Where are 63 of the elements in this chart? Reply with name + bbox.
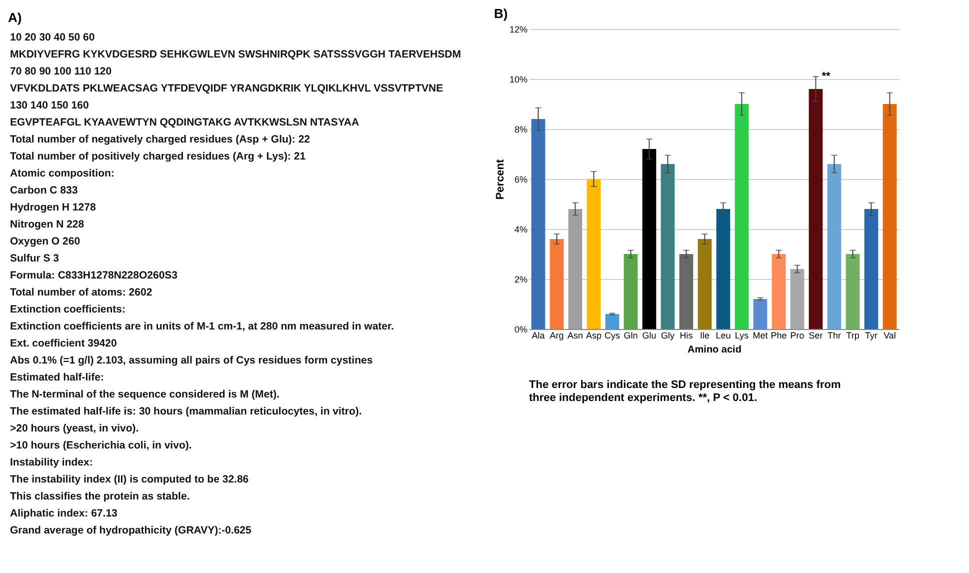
text: Abs 0.1% (=1 g/l) 2.103, assuming all pairs of Cys residues form cystines bbox=[10, 354, 373, 366]
chart-title: B) bbox=[494, 6, 508, 21]
text: >20 hours (yeast, in vivo). bbox=[10, 422, 139, 434]
x-tick-label: Gln bbox=[624, 330, 638, 340]
y-tick-label: 6% bbox=[514, 174, 528, 184]
y-tick-label: 10% bbox=[509, 74, 528, 84]
text: Sulfur S 3 bbox=[10, 252, 60, 264]
text: Carbon C 833 bbox=[10, 184, 78, 196]
y-tick-label: 0% bbox=[514, 324, 528, 334]
x-tick-label: Pro bbox=[790, 330, 804, 340]
x-tick-label: His bbox=[680, 330, 694, 340]
x-tick-label: Lys bbox=[734, 330, 750, 340]
text: The instability index (II) is computed to be 32.86 bbox=[10, 474, 249, 486]
text: MKDIYVEFRG KYKVDGESRD SEHKGWLEVN SWSHNIRQPK SATSSSVGGH TAERVEHSDM bbox=[10, 48, 462, 60]
text: 70 80 90 100 110 120 bbox=[10, 66, 112, 78]
text: Extinction coefficients: bbox=[10, 304, 126, 316]
x-tick-label: Ala bbox=[532, 330, 545, 340]
text: Nitrogen N 228 bbox=[10, 218, 84, 230]
x-tick-label: Met bbox=[752, 330, 768, 340]
text: >10 hours (Escherichia coli, in vivo). bbox=[10, 440, 192, 452]
x-tick-label: Tyr bbox=[865, 330, 878, 340]
text: A) bbox=[8, 10, 22, 25]
x-tick-label: Arg bbox=[550, 330, 564, 340]
y-tick-label: 4% bbox=[514, 224, 528, 234]
text: 130 140 150 160 bbox=[10, 100, 89, 112]
x-tick-label: Trp bbox=[846, 330, 860, 340]
text: Formula: C833H1278N228O260S3 bbox=[10, 270, 178, 282]
x-tick-label: Val bbox=[884, 330, 896, 340]
x-tick-label: Phe bbox=[770, 330, 787, 340]
x-tick-label: Leu bbox=[716, 330, 731, 340]
text: Instability index: bbox=[10, 456, 93, 468]
text: Total number of atoms: 2602 bbox=[10, 286, 152, 298]
x-tick-label: Ile bbox=[700, 330, 710, 340]
text: Aliphatic index: 67.13 bbox=[10, 508, 118, 520]
y-tick-label: 2% bbox=[514, 274, 528, 284]
text: Estimated half-life: bbox=[10, 372, 104, 384]
y-axis-title: Percent bbox=[494, 158, 506, 200]
text: Oxygen O 260 bbox=[10, 236, 80, 248]
text: 10 20 30 40 50 60 bbox=[10, 32, 95, 44]
x-tick-label: Ser bbox=[808, 330, 823, 340]
x-tick-label: Gly bbox=[661, 330, 675, 340]
text: Atomic composition: bbox=[10, 168, 114, 180]
text: EGVPTEAFGL KYAAVEWTYN QQDINGTAKG AVTKKWSLSN NTASYAA bbox=[10, 116, 360, 128]
text: Total number of negatively charged residues (Asp + Glu): 22 bbox=[10, 134, 310, 146]
y-tick-label: 8% bbox=[514, 124, 528, 134]
text: VFVKDLDATS PKLWEACSAG YTFDEVQIDF YRANGDKRIK YLQIKLKHVL VSSVTPTVNE bbox=[10, 82, 444, 94]
x-axis-title: Amino acid bbox=[688, 344, 742, 356]
text: The N-terminal of the sequence considered is M (Met). bbox=[10, 388, 280, 400]
x-tick-label: Asp bbox=[586, 330, 602, 340]
text: The error bars indicate the SD representing the means from three independent experiments. **, P < 0.01. bbox=[529, 379, 841, 404]
text: The estimated half-life is: 30 hours (mammalian reticulocytes, in vitro). bbox=[10, 406, 362, 418]
text: This classifies the protein as stable. bbox=[10, 490, 190, 502]
text: Total number of positively charged residues (Arg + Lys): 21 bbox=[10, 150, 306, 162]
text: Ext. coefficient 39420 bbox=[10, 338, 117, 350]
annotation: ** bbox=[822, 70, 832, 82]
text: Extinction coefficients are in units of M-1 cm-1, at 280 nm measured in water. bbox=[10, 320, 394, 332]
x-tick-label: Thr bbox=[828, 330, 842, 340]
x-tick-label: Asn bbox=[567, 330, 584, 340]
text: Hydrogen H 1278 bbox=[10, 202, 96, 214]
x-tick-label: Glu bbox=[642, 330, 656, 340]
x-tick-label: Cys bbox=[604, 330, 620, 340]
text: Grand average of hydropathicity (GRAVY):-0.625 bbox=[10, 524, 252, 536]
y-tick-label: 12% bbox=[509, 24, 528, 34]
